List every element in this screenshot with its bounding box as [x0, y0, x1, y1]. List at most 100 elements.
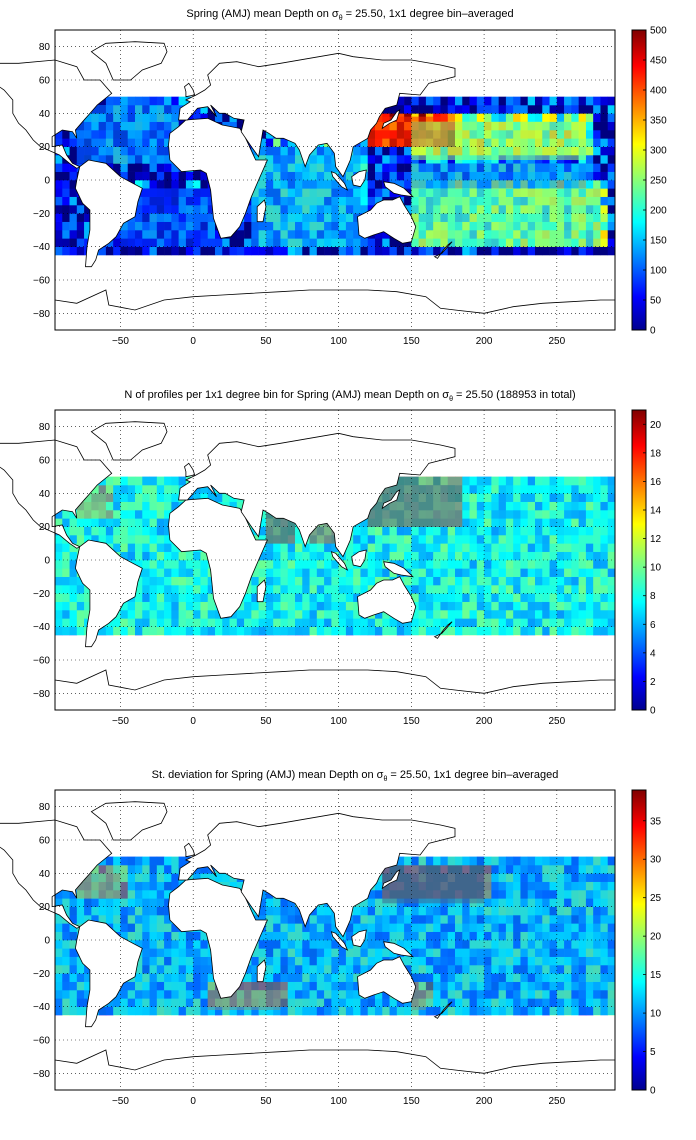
- data-cell: [113, 163, 121, 172]
- data-cell: [55, 188, 63, 197]
- region-mark: [76, 105, 179, 164]
- data-cell: [593, 105, 601, 114]
- colorbar-tick-label: 6: [650, 620, 656, 631]
- x-tick-label: 200: [476, 1096, 493, 1107]
- y-tick-label: −80: [33, 1069, 50, 1080]
- landmass-antarctica: [54, 669, 616, 711]
- data-cell: [149, 180, 158, 189]
- data-cell: [55, 230, 63, 239]
- y-tick-label: −60: [33, 276, 50, 287]
- data-cell: [585, 146, 594, 156]
- data-cell: [69, 180, 78, 189]
- data-cell: [600, 113, 609, 122]
- landmass-sumatra: [330, 171, 349, 191]
- x-tick-label: 0: [190, 1096, 196, 1107]
- data-cell: [404, 246, 412, 256]
- y-tick-label: −20: [33, 969, 50, 980]
- y-tick-label: 0: [44, 936, 50, 947]
- data-cell: [549, 96, 558, 106]
- data-cell: [127, 163, 136, 172]
- colorbar-tick-label: 35: [650, 816, 662, 827]
- data-cell: [389, 105, 398, 114]
- data-cell: [571, 113, 579, 122]
- data-cell: [593, 121, 601, 131]
- data-cell: [375, 163, 383, 172]
- colorbar-tick-label: 250: [650, 176, 667, 187]
- data-cell: [200, 246, 209, 256]
- colorbar-tick-label: 16: [650, 477, 662, 488]
- grid: [55, 410, 615, 710]
- data-cell: [222, 113, 230, 122]
- data-cell: [215, 113, 223, 122]
- data-cell: [571, 96, 579, 106]
- data-cell: [396, 155, 405, 164]
- data-cell: [600, 146, 609, 156]
- data-cell: [105, 246, 114, 256]
- colorbar-tick-label: 100: [650, 266, 667, 277]
- data-cell: [222, 238, 230, 247]
- data-cell: [236, 238, 245, 247]
- data-cell: [585, 180, 594, 189]
- data-cell: [447, 96, 456, 106]
- data-cell: [535, 105, 543, 114]
- data-cell: [164, 163, 172, 172]
- data-cell: [600, 188, 609, 197]
- data-cell: [455, 113, 463, 122]
- x-tick-label: 250: [548, 716, 565, 727]
- data-cell: [207, 113, 216, 122]
- data-cell: [527, 113, 536, 122]
- data-cell: [585, 163, 594, 172]
- axes-frame: [54, 409, 616, 711]
- landmass-africa: [168, 117, 269, 239]
- data-cell: [135, 180, 143, 189]
- data-cell: [244, 221, 252, 231]
- data-cell: [142, 96, 150, 106]
- data-cell: [375, 238, 383, 247]
- data-cell: [244, 246, 252, 256]
- y-tick-label: −40: [33, 242, 50, 253]
- data-cell: [593, 113, 601, 122]
- colorbar-tick-label: 450: [650, 56, 667, 67]
- data-cell: [207, 246, 216, 256]
- data-cell: [76, 246, 85, 256]
- data-cell: [404, 171, 412, 181]
- data-cell: [55, 196, 63, 206]
- data-cell: [156, 246, 165, 256]
- data-cell: [345, 246, 354, 256]
- landmass-japan: [381, 869, 401, 890]
- data-cell: [593, 130, 601, 139]
- data-cell: [215, 230, 223, 239]
- data-cell: [200, 171, 209, 181]
- data-cell: [142, 246, 150, 256]
- data-cell: [200, 180, 209, 189]
- data-cell: [331, 246, 339, 256]
- y-tick-label: 60: [39, 836, 51, 847]
- data-cell: [585, 121, 594, 131]
- landmass-africa: [168, 497, 269, 619]
- data-cell: [229, 246, 238, 256]
- colorbar-tick-label: 350: [650, 116, 667, 127]
- data-cell: [69, 205, 78, 214]
- x-tick-label: 100: [330, 716, 347, 727]
- data-cell: [505, 113, 514, 122]
- data-cell: [149, 171, 158, 181]
- data-cell: [607, 155, 616, 164]
- data-cell: [62, 230, 70, 239]
- data-cell: [425, 105, 434, 114]
- data-cell: [491, 105, 499, 114]
- data-cell: [375, 196, 383, 206]
- x-tick-label: 200: [476, 716, 493, 727]
- data-cell: [142, 180, 150, 189]
- data-cell: [375, 180, 383, 189]
- data-cell: [236, 246, 245, 256]
- data-cell: [585, 105, 594, 114]
- y-tick-label: 20: [39, 902, 51, 913]
- data-cell: [149, 246, 158, 256]
- data-cell: [440, 96, 449, 106]
- data-cell: [382, 105, 390, 114]
- landmass-madagascar: [256, 959, 267, 983]
- data-cell: [535, 246, 543, 256]
- data-cell: [600, 138, 609, 147]
- data-cell: [556, 113, 565, 122]
- data-cell: [607, 121, 616, 131]
